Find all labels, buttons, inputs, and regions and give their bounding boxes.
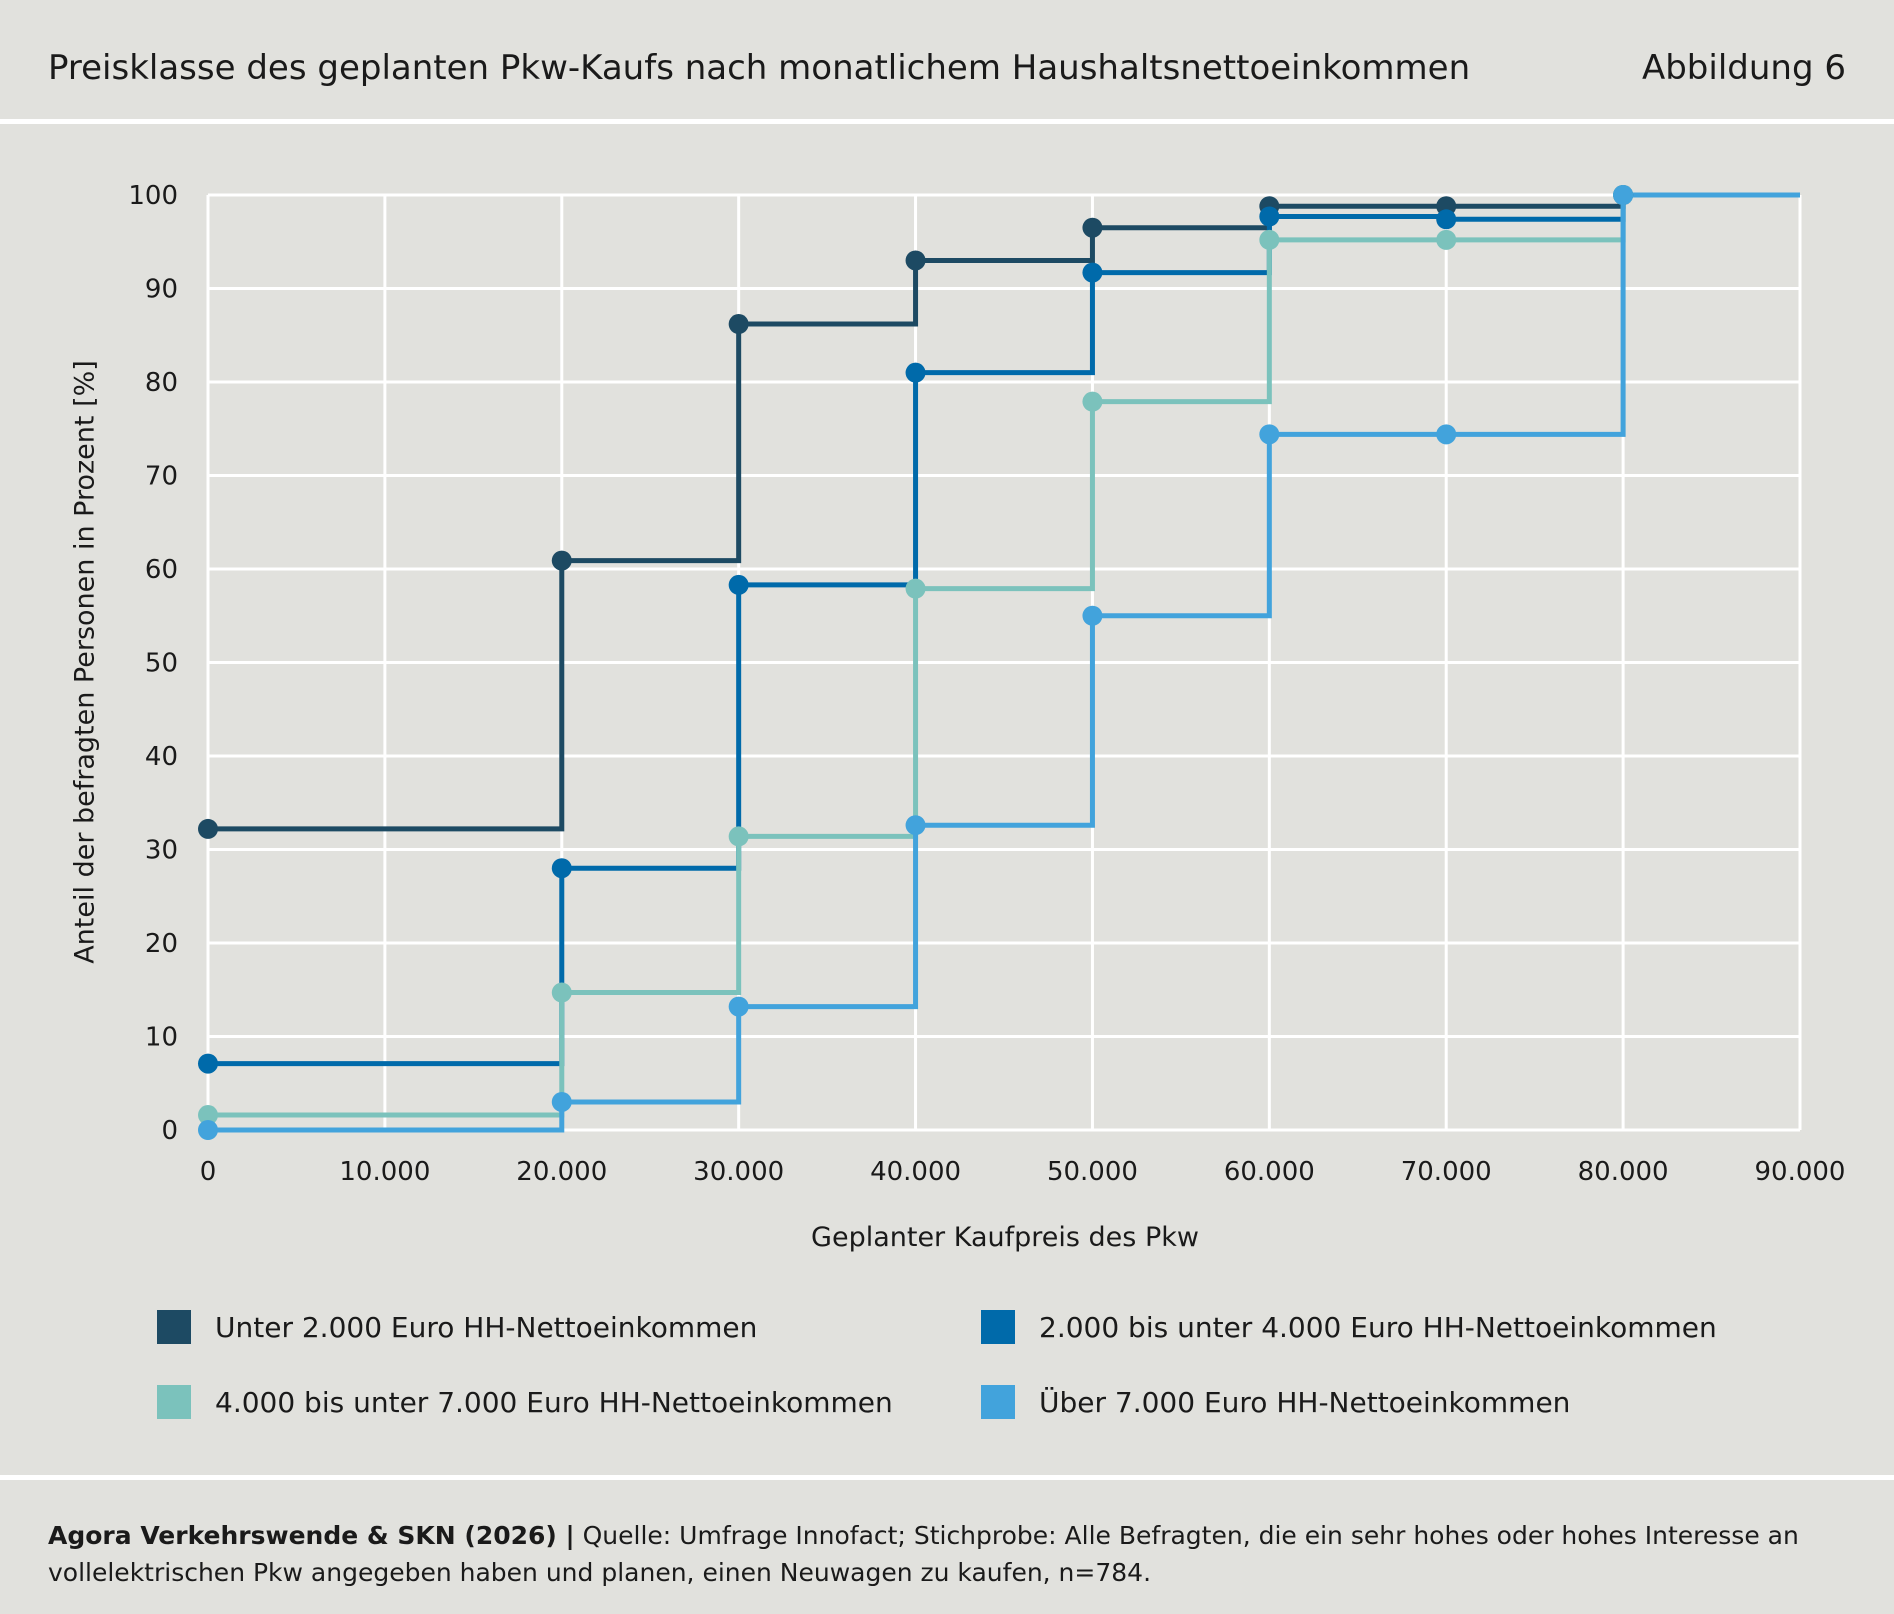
data-point — [1436, 424, 1457, 445]
legend-label: Unter 2.000 Euro HH-Nettoeinkommen — [215, 1310, 758, 1344]
source-bold: Agora Verkehrswende & SKN (2026) | — [48, 1521, 575, 1550]
source-text: Quelle: Umfrage Innofact; Stichprobe: Al… — [48, 1521, 1799, 1587]
data-point — [728, 314, 749, 335]
data-point — [905, 250, 926, 271]
x-tick-label: 70.000 — [1401, 1157, 1492, 1187]
data-point — [198, 1120, 218, 1140]
legend-label: 4.000 bis unter 7.000 Euro HH-Nettoeinko… — [215, 1385, 893, 1419]
series-line — [208, 192, 1800, 1067]
data-point — [1082, 605, 1103, 626]
legend-swatch — [981, 1310, 1015, 1344]
legend-label: Über 7.000 Euro HH-Nettoeinkommen — [1039, 1385, 1571, 1419]
grid — [206, 193, 1802, 1132]
x-axis-title: Geplanter Kaufpreis des Pkw — [811, 1222, 1199, 1253]
y-tick-label: 100 — [128, 181, 178, 211]
data-point — [728, 574, 749, 595]
data-point — [551, 1091, 572, 1112]
legend-swatch — [157, 1385, 191, 1419]
legend-item: Unter 2.000 Euro HH-Nettoeinkommen — [157, 1310, 757, 1344]
tick-labels: 0 10.000 20.000 30.000 40.000 50.000 60.000 70.… — [128, 181, 1845, 1187]
data-point — [905, 578, 926, 599]
legend-item: Über 7.000 Euro HH-Nettoeinkommen — [981, 1385, 1570, 1419]
footer-divider — [0, 1475, 1894, 1480]
y-tick-label: 10 — [145, 1023, 178, 1053]
y-tick-label: 60 — [145, 555, 178, 585]
data-point — [905, 815, 926, 836]
data-point — [728, 826, 749, 847]
legend-swatch — [981, 1385, 1015, 1419]
data-point — [198, 818, 218, 839]
x-tick-label: 80.000 — [1578, 1157, 1669, 1187]
x-tick-label: 10.000 — [339, 1157, 430, 1187]
x-tick-label: 20.000 — [516, 1157, 607, 1187]
y-tick-label: 40 — [145, 742, 178, 772]
legend-item: 4.000 bis unter 7.000 Euro HH-Nettoeinko… — [157, 1385, 893, 1419]
data-point — [1613, 185, 1634, 205]
series-lines — [208, 192, 1800, 1133]
y-tick-label: 90 — [145, 275, 178, 305]
data-point — [1082, 262, 1103, 283]
chart-title: Preisklasse des geplanten Pkw-Kaufs nach… — [48, 48, 1471, 88]
y-tick-label: 70 — [145, 462, 178, 492]
data-point — [1259, 229, 1280, 250]
data-point — [551, 982, 572, 1003]
source-note: Agora Verkehrswende & SKN (2026) | Quell… — [48, 1517, 1848, 1591]
y-tick-label: 80 — [145, 368, 178, 398]
series-points — [198, 185, 1634, 1140]
y-axis-title: Anteil der befragten Personen in Prozent… — [69, 360, 101, 964]
figure-label: Abbildung 6 — [1641, 48, 1846, 88]
data-point — [1436, 209, 1457, 230]
legend-item: 2.000 bis unter 4.000 Euro HH-Nettoeinko… — [981, 1310, 1717, 1344]
header-divider — [0, 119, 1894, 124]
data-point — [1259, 424, 1280, 445]
data-point — [1082, 217, 1103, 238]
data-point — [1082, 391, 1103, 412]
y-tick-label: 0 — [161, 1116, 178, 1146]
series-line — [208, 192, 1800, 1118]
data-point — [551, 550, 572, 571]
x-tick-label: 30.000 — [693, 1157, 784, 1187]
x-tick-label: 0 — [200, 1157, 217, 1187]
data-point — [728, 996, 749, 1017]
series-line — [208, 192, 1800, 832]
x-tick-label: 90.000 — [1755, 1157, 1846, 1187]
y-tick-label: 30 — [145, 836, 178, 866]
x-tick-label: 60.000 — [1224, 1157, 1315, 1187]
x-tick-label: 50.000 — [1047, 1157, 1138, 1187]
x-tick-label: 40.000 — [870, 1157, 961, 1187]
data-point — [198, 1105, 218, 1126]
data-point — [905, 362, 926, 383]
data-point — [1436, 229, 1457, 250]
legend-label: 2.000 bis unter 4.000 Euro HH-Nettoeinko… — [1039, 1310, 1717, 1344]
legend-swatch — [157, 1310, 191, 1344]
y-tick-label: 50 — [145, 649, 178, 679]
data-point — [198, 1053, 218, 1074]
data-point — [551, 858, 572, 879]
series-line — [208, 192, 1800, 1133]
data-point — [1259, 206, 1280, 227]
y-tick-label: 20 — [145, 929, 178, 959]
